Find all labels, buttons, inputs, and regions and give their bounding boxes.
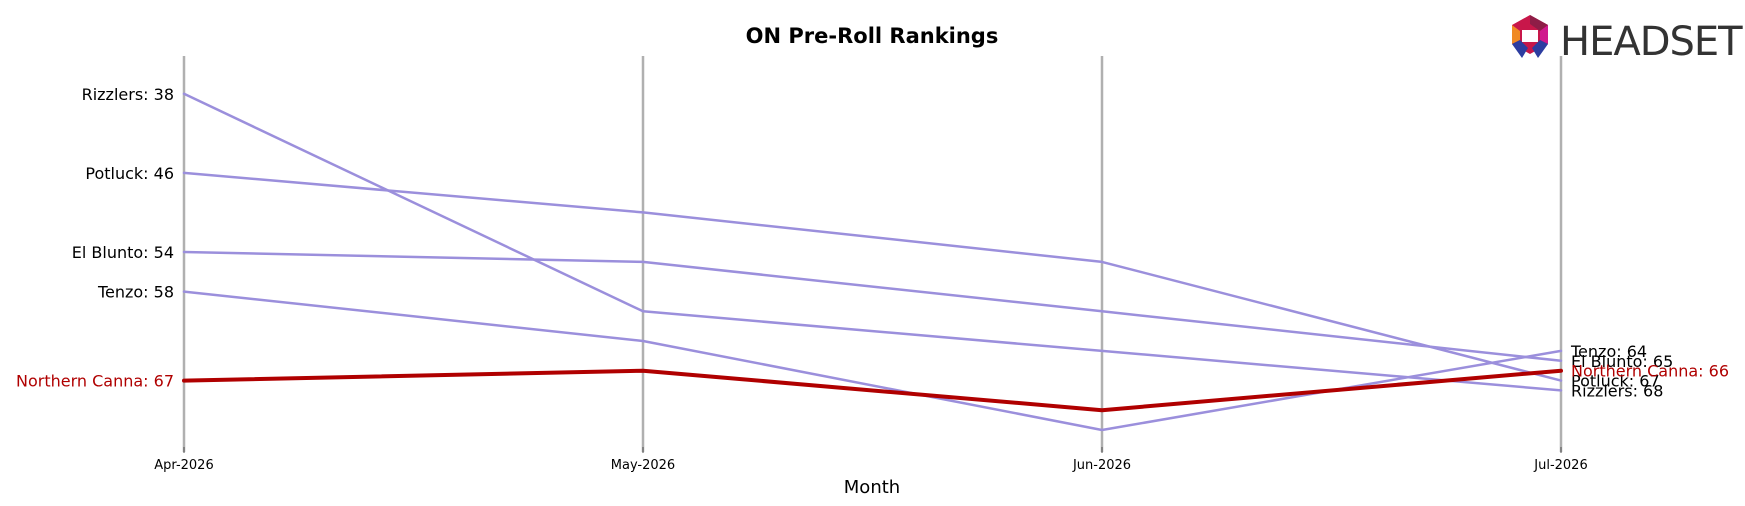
series-line-potluck — [182, 171, 1563, 382]
series-end-label: Tenzo: 64 — [1570, 342, 1647, 361]
series-end-label: Potluck: 67 — [1571, 372, 1660, 391]
series-line-tenzo — [182, 290, 1563, 432]
x-tick-label: Jun-2026 — [1072, 458, 1131, 473]
chart-title: ON Pre-Roll Rankings — [746, 24, 999, 48]
series-start-label: El Blunto: 54 — [72, 243, 174, 262]
series-lines — [182, 92, 1563, 432]
headset-logo-icon — [1512, 15, 1548, 58]
series-start-label: Potluck: 46 — [85, 164, 174, 183]
headset-logo-text: HEADSET — [1560, 19, 1743, 65]
series-line-el-blunto — [182, 250, 1563, 363]
series-end-label: Northern Canna: 66 — [1571, 362, 1729, 381]
series-start-label: Rizzlers: 38 — [82, 85, 174, 104]
x-tick-label: Jul-2026 — [1533, 458, 1587, 473]
month-gridlines — [182, 56, 1563, 452]
headset-logo: HEADSET — [1512, 15, 1744, 65]
series-start-label: Northern Canna: 67 — [16, 372, 174, 391]
series-line-rizzlers — [182, 92, 1563, 392]
series-start-label: Tenzo: 58 — [97, 283, 174, 302]
series-end-label: El Blunto: 65 — [1571, 352, 1673, 371]
x-tick-label: Apr-2026 — [154, 458, 213, 473]
x-axis-ticks: Apr-2026 May-2026 Jun-2026 Jul-2026 — [154, 447, 1588, 473]
x-axis-label: Month — [844, 477, 900, 498]
series-end-label: Rizzlers: 68 — [1571, 381, 1663, 400]
series-labels: Rizzlers: 38 Rizzlers: 68 Potluck: 46 Potlu… — [16, 85, 1729, 401]
series-line-northern-canna — [182, 368, 1563, 413]
x-tick-label: May-2026 — [611, 458, 675, 473]
